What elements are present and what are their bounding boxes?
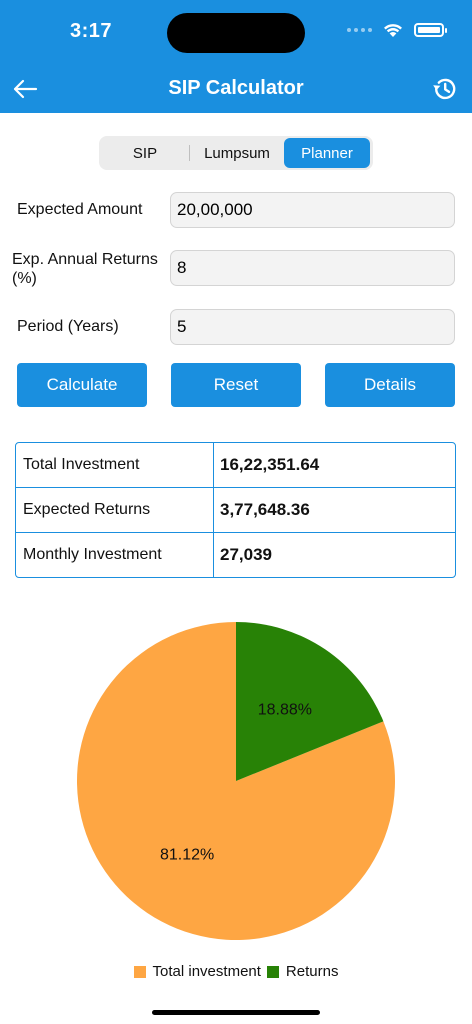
total-investment-value: 16,22,351.64: [220, 455, 320, 474]
legend-swatch: [133, 965, 146, 978]
back-arrow-icon[interactable]: [12, 76, 38, 102]
expected-amount-label: Expected Amount: [17, 201, 143, 218]
total-investment-label: Total Investment: [16, 443, 214, 487]
table-row: Monthly Investment 27,039: [16, 533, 455, 577]
table-row: Expected Returns 3,77,648.36: [16, 488, 455, 533]
legend-item-returns: Returns: [266, 963, 339, 980]
table-row: Total Investment 16,22,351.64: [16, 443, 455, 488]
status-icons: [347, 22, 447, 38]
chart-legend: Total investment Returns: [0, 963, 472, 980]
dynamic-island: [167, 13, 305, 53]
calculate-button[interactable]: Calculate: [17, 363, 147, 407]
expected-returns-label: Expected Returns: [16, 488, 214, 532]
battery-icon: [414, 23, 447, 37]
pie-slice-returns: [236, 622, 384, 781]
results-table: Total Investment 16,22,351.64 Expected R…: [15, 442, 456, 578]
tab-lumpsum[interactable]: Lumpsum: [204, 144, 270, 162]
reset-button[interactable]: Reset: [171, 363, 301, 407]
top-bar: 3:17 SIP Calculator: [0, 0, 472, 113]
home-indicator: [152, 1010, 320, 1015]
annual-returns-input[interactable]: [170, 250, 455, 286]
pie-chart-svg: 81.12% 18.88%: [76, 622, 395, 940]
pie-chart: 81.12% 18.88%: [0, 600, 472, 960]
annual-returns-label-line1: Exp. Annual Returns: [12, 251, 158, 268]
monthly-investment-label: Monthly Investment: [16, 533, 214, 577]
legend-label: Returns: [285, 963, 339, 980]
history-icon[interactable]: [431, 75, 459, 103]
wifi-icon: [384, 24, 402, 37]
monthly-investment-value: 27,039: [220, 545, 272, 564]
annual-returns-label-line2: (%): [12, 270, 37, 287]
pie-label-total-investment: 81.12%: [160, 847, 214, 864]
expected-amount-input[interactable]: [170, 192, 455, 228]
period-input[interactable]: [170, 309, 455, 345]
legend-label: Total investment: [152, 963, 261, 980]
period-label: Period (Years): [17, 318, 119, 335]
cellular-signal-icon: [347, 28, 372, 32]
tab-planner[interactable]: Planner: [284, 138, 370, 168]
expected-returns-value: 3,77,648.36: [220, 500, 310, 519]
pie-slice-total-investment: [76, 622, 395, 940]
legend-swatch: [266, 965, 279, 978]
calculator-type-tabs: SIP Lumpsum Planner: [99, 136, 373, 170]
pie-label-returns: 18.88%: [258, 701, 312, 718]
tab-divider: [189, 145, 190, 161]
tab-sip[interactable]: SIP: [132, 144, 158, 162]
page-title: SIP Calculator: [168, 77, 304, 99]
status-time: 3:17: [70, 20, 113, 42]
annual-returns-label: Exp. Annual Returns (%): [12, 250, 158, 288]
details-button[interactable]: Details: [325, 363, 455, 407]
legend-item-total-investment: Total investment: [133, 963, 261, 980]
